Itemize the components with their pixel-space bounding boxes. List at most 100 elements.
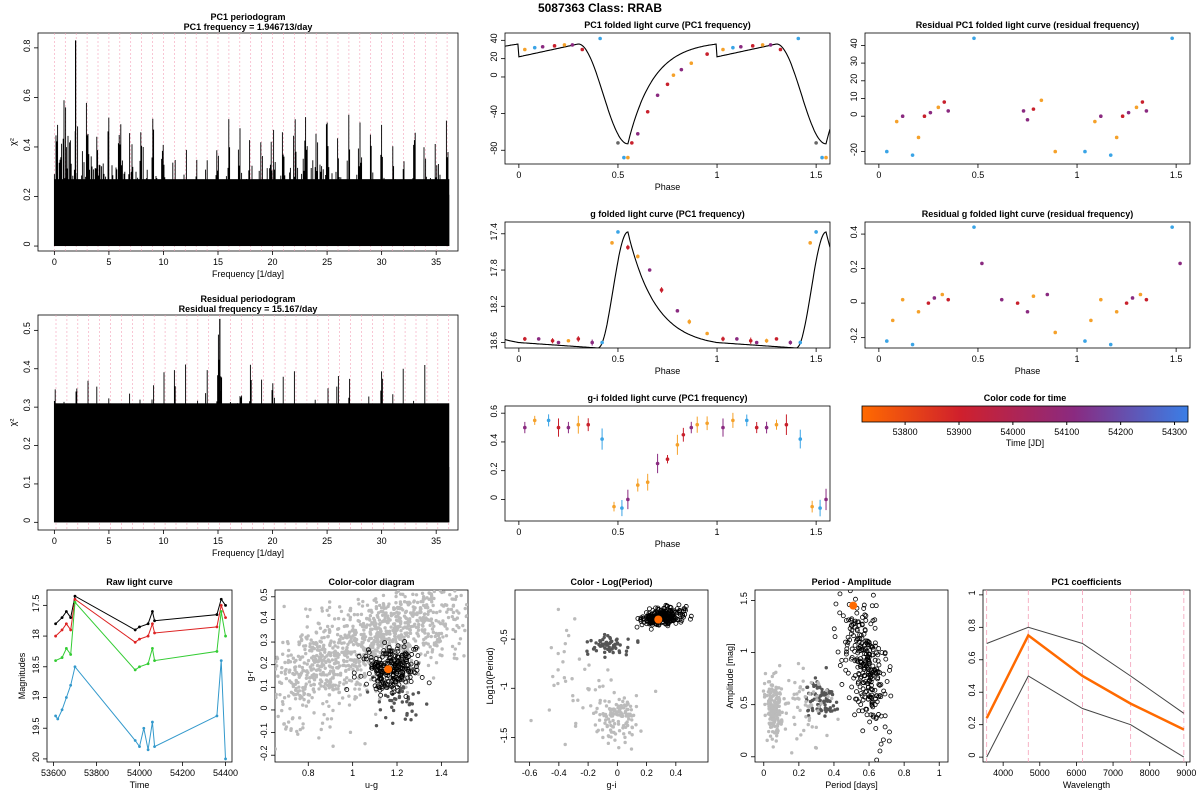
- sample-point: [327, 628, 331, 632]
- data-point: [562, 43, 567, 47]
- sample-point: [597, 685, 602, 689]
- data-point: [788, 340, 793, 345]
- sample-point: [882, 691, 888, 697]
- y-tick-label: -20: [849, 143, 859, 156]
- sample-point: [341, 650, 346, 654]
- sample-point: [392, 631, 396, 635]
- sample-point: [312, 690, 316, 694]
- sample-point: [377, 685, 382, 690]
- sample-point: [368, 655, 374, 660]
- sample-point: [608, 728, 613, 732]
- y-tick-label: 0.3: [259, 634, 269, 647]
- sample-point: [450, 644, 455, 649]
- sample-point: [322, 712, 326, 717]
- y-tick-label: 20: [31, 752, 41, 762]
- sample-point: [336, 641, 341, 645]
- sample-point: [402, 639, 408, 644]
- chart-title: g folded light curve (PC1 frequency): [590, 209, 745, 219]
- sample-point: [403, 665, 408, 671]
- sample-point: [452, 656, 457, 660]
- data-point: [566, 425, 571, 430]
- sample-point: [392, 701, 396, 705]
- sample-point: [461, 623, 465, 628]
- sample-point: [369, 664, 375, 669]
- sample-point: [816, 709, 820, 713]
- x-tick-label: 0: [615, 768, 620, 778]
- sample-point: [876, 712, 881, 717]
- sample-point: [830, 696, 834, 701]
- sample-point: [412, 599, 416, 603]
- sample-point: [434, 618, 438, 623]
- sample-cloud: [761, 590, 894, 762]
- data-point: [735, 337, 739, 341]
- sample-point: [660, 608, 665, 614]
- sample-point: [286, 660, 290, 665]
- chart-pa: Period - Amplitude 0 0.2 0.4 0.6 0.8 1 0 0.5 1 1.5…: [725, 577, 949, 790]
- sample-point: [806, 709, 810, 713]
- sample-point: [302, 697, 306, 702]
- sample-point: [775, 727, 779, 731]
- sample-point: [359, 644, 364, 649]
- sample-point: [385, 620, 390, 625]
- sample-point: [624, 649, 629, 653]
- sample-point: [423, 653, 428, 657]
- sample-point: [308, 644, 312, 649]
- chart-title: Residual g folded light curve (residual …: [922, 209, 1134, 219]
- sample-point: [426, 663, 431, 668]
- sample-point: [299, 671, 304, 675]
- sample-point: [878, 741, 884, 747]
- sample-point: [336, 687, 340, 691]
- x-tick-label: 0.5: [972, 354, 985, 364]
- sample-point: [353, 636, 357, 641]
- sample-point: [390, 698, 394, 703]
- y-tick-label: -1.5: [499, 728, 509, 744]
- sample-point: [872, 643, 878, 649]
- sample-point: [611, 643, 616, 647]
- sample-point: [601, 684, 605, 688]
- sample-point: [297, 664, 302, 668]
- sample-point: [393, 634, 397, 638]
- sample-point: [863, 658, 869, 664]
- sample-point: [795, 705, 800, 710]
- sample-point: [681, 614, 686, 620]
- sample-point: [344, 687, 350, 692]
- sample-point: [771, 745, 775, 749]
- sample-point: [399, 672, 405, 678]
- sample-point: [824, 666, 828, 670]
- sample-point: [611, 650, 615, 655]
- sample-point: [328, 725, 332, 729]
- sample-point: [305, 673, 309, 677]
- y-tick-label: 18.2: [489, 296, 499, 314]
- sample-point: [301, 726, 305, 730]
- sample-point: [289, 728, 293, 733]
- sample-point: [357, 619, 362, 624]
- chart-title: Color-color diagram: [328, 577, 414, 587]
- sample-point: [866, 659, 872, 665]
- light-curve-point: [60, 708, 64, 712]
- sample-point: [874, 650, 879, 656]
- sample-point: [281, 702, 285, 706]
- sample-point: [365, 603, 370, 607]
- sample-point: [434, 610, 439, 615]
- sample-point: [667, 604, 673, 610]
- sample-point: [634, 704, 639, 709]
- data-point: [764, 338, 769, 343]
- plot-frame: [864, 32, 1191, 165]
- sample-point: [359, 612, 364, 617]
- sample-point: [293, 665, 297, 670]
- sample-point: [625, 700, 630, 704]
- sample-point: [348, 606, 353, 611]
- data-point: [1045, 292, 1050, 297]
- data-point: [824, 497, 828, 502]
- y-tick-label: 0: [22, 242, 32, 247]
- sample-point: [437, 620, 441, 624]
- sample-point: [307, 680, 312, 684]
- x-axis-label: g-i: [606, 780, 616, 790]
- data-point: [1093, 119, 1097, 124]
- sample-point: [382, 619, 387, 623]
- x-tick-label: 1.5: [810, 170, 823, 180]
- sample-point: [767, 698, 772, 702]
- sample-point: [453, 597, 458, 602]
- sample-point: [609, 678, 613, 682]
- sample-point: [617, 708, 622, 712]
